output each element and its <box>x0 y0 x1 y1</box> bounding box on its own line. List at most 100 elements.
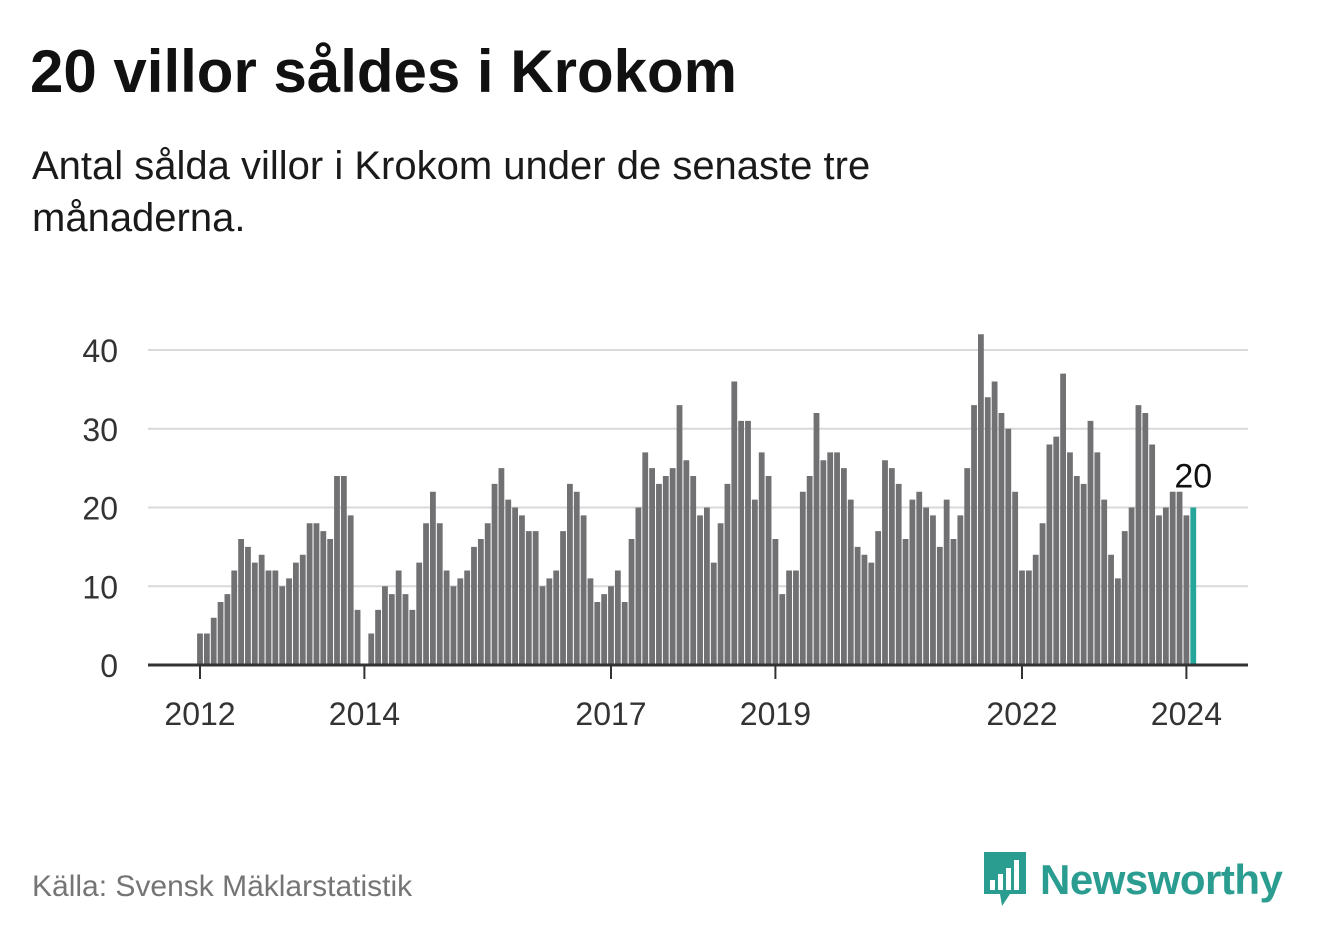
bar <box>1025 570 1032 665</box>
bar <box>265 570 272 665</box>
bar <box>834 452 840 665</box>
bar <box>477 539 484 665</box>
bar <box>532 531 539 665</box>
bar <box>697 515 703 665</box>
bar <box>998 413 1005 665</box>
x-tick-label: 2019 <box>740 696 811 732</box>
bar <box>553 570 560 665</box>
chart-subtitle: Antal sålda villor i Krokom under de sen… <box>32 144 871 240</box>
bar <box>731 381 738 665</box>
bar <box>1142 413 1149 665</box>
bar <box>1046 444 1053 665</box>
brand-logo[interactable]: Newsworthy <box>980 850 1283 910</box>
bar <box>505 499 512 665</box>
y-tick-label: 0 <box>100 648 118 684</box>
bars <box>197 334 1197 665</box>
bar <box>334 476 340 665</box>
bar <box>656 483 662 665</box>
bar <box>1080 483 1087 665</box>
bar <box>320 531 327 665</box>
bar <box>1101 499 1108 665</box>
bar <box>779 594 786 665</box>
bar <box>258 554 265 665</box>
bar <box>861 554 868 665</box>
bar <box>916 491 923 665</box>
bar <box>423 523 429 665</box>
x-tick-label: 2017 <box>575 696 646 732</box>
bar <box>375 609 381 665</box>
bar <box>765 476 772 665</box>
y-tick-label: 30 <box>82 412 118 448</box>
bar <box>573 491 580 665</box>
bar <box>1005 428 1012 665</box>
x-tick-label: 2014 <box>329 696 400 732</box>
bar <box>704 507 710 665</box>
bar <box>1019 570 1025 665</box>
bar <box>758 452 765 665</box>
bar <box>738 420 745 665</box>
bar <box>580 515 587 665</box>
bar <box>525 531 532 665</box>
bar <box>813 413 820 665</box>
bar <box>628 539 635 665</box>
bar <box>306 523 313 665</box>
bar <box>224 594 231 665</box>
source-note: Källa: Svensk Mäklarstatistik <box>32 870 413 903</box>
data-labels: 20 <box>1174 458 1212 496</box>
bar <box>875 531 882 665</box>
x-tick-label: 2022 <box>986 696 1057 732</box>
bar <box>567 483 573 665</box>
bar <box>991 381 998 665</box>
bar <box>203 633 210 665</box>
bar <box>327 539 334 665</box>
bar <box>1135 405 1142 665</box>
bar <box>971 405 977 665</box>
bar <box>1094 452 1101 665</box>
x-tick-labels: 2012 2014 2017 2019 2022 2024 <box>164 665 1222 732</box>
bar <box>868 562 875 665</box>
bar <box>772 539 779 665</box>
bar <box>594 602 601 665</box>
bar <box>854 546 861 665</box>
bar <box>964 468 971 665</box>
bar <box>847 499 854 665</box>
bar <box>662 476 669 665</box>
brand-name: Newsworthy <box>1040 856 1283 903</box>
bar <box>382 586 388 665</box>
bar <box>354 609 361 665</box>
bar <box>293 562 299 665</box>
bar <box>402 594 409 665</box>
highlight-bar <box>1190 507 1197 665</box>
bar <box>1115 578 1121 665</box>
bar <box>1012 491 1019 665</box>
bar <box>210 617 217 665</box>
bar <box>608 586 614 665</box>
bar <box>827 452 834 665</box>
bar <box>409 609 416 665</box>
bar <box>395 570 402 665</box>
bar <box>1087 420 1094 665</box>
bar <box>546 578 553 665</box>
bar <box>1053 436 1060 665</box>
bar <box>498 468 505 665</box>
bar <box>635 507 642 665</box>
bar <box>231 570 238 665</box>
bar <box>621 602 628 665</box>
highlight-value-label: 20 <box>1174 458 1212 496</box>
bar <box>491 483 498 665</box>
x-tick-label: 2012 <box>164 696 235 732</box>
bar <box>340 476 347 665</box>
bar <box>471 546 477 665</box>
bar <box>909 499 916 665</box>
bar <box>299 554 306 665</box>
bar <box>1183 515 1190 665</box>
bar <box>313 523 320 665</box>
bar <box>197 633 203 665</box>
bar <box>978 334 984 665</box>
bar <box>820 460 827 665</box>
bar <box>286 578 292 665</box>
bar <box>1128 507 1135 665</box>
x-tick-label: 2024 <box>1151 696 1222 732</box>
bar <box>930 515 936 665</box>
bar <box>1149 444 1156 665</box>
